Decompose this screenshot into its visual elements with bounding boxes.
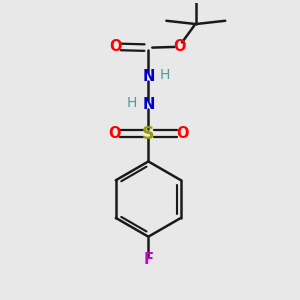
Text: S: S bbox=[142, 124, 154, 142]
Text: H: H bbox=[160, 68, 170, 82]
Text: O: O bbox=[176, 126, 189, 141]
Text: N: N bbox=[142, 69, 154, 84]
Text: O: O bbox=[110, 39, 122, 54]
Text: F: F bbox=[143, 252, 153, 267]
Text: H: H bbox=[127, 96, 137, 110]
Text: N: N bbox=[142, 98, 154, 112]
Text: O: O bbox=[108, 126, 120, 141]
Text: O: O bbox=[173, 39, 186, 54]
